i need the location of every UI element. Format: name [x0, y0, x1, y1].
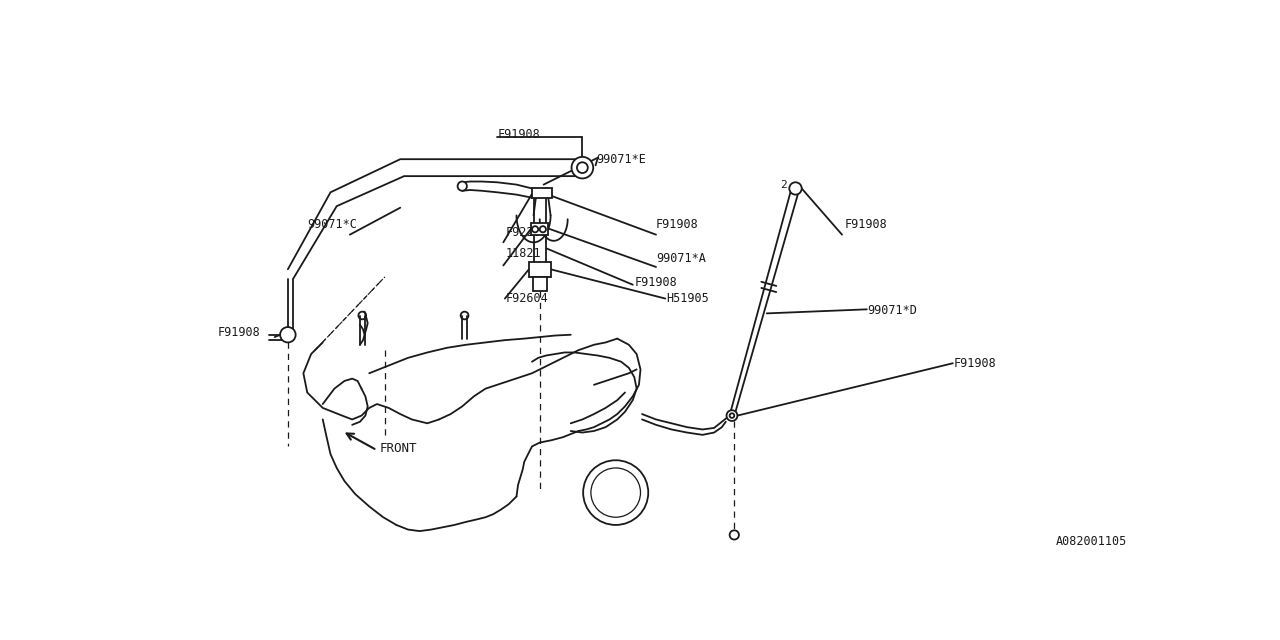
- Text: 11821: 11821: [506, 247, 541, 260]
- Text: F91908: F91908: [634, 276, 677, 289]
- Bar: [532, 188, 552, 198]
- Text: 2: 2: [780, 180, 787, 189]
- Text: F92604: F92604: [506, 292, 548, 305]
- Bar: [532, 277, 547, 291]
- Circle shape: [790, 182, 801, 195]
- Text: F92208: F92208: [506, 226, 548, 239]
- Text: 99071*C: 99071*C: [307, 218, 357, 231]
- Text: F91908: F91908: [845, 218, 887, 231]
- Text: 99071*A: 99071*A: [657, 252, 705, 265]
- Text: A082001105: A082001105: [1056, 534, 1126, 547]
- Text: F91908: F91908: [954, 357, 996, 370]
- Text: FRONT: FRONT: [379, 442, 417, 455]
- Bar: [531, 223, 548, 235]
- Text: 99071*E: 99071*E: [596, 153, 646, 166]
- Text: F91908: F91908: [657, 218, 699, 231]
- Text: F91908: F91908: [218, 326, 260, 339]
- Text: 99071*D: 99071*D: [868, 304, 918, 317]
- Circle shape: [458, 182, 467, 191]
- Circle shape: [727, 410, 737, 421]
- Circle shape: [572, 157, 593, 179]
- Bar: [529, 262, 550, 277]
- Text: F91908: F91908: [498, 129, 540, 141]
- Text: H51905: H51905: [666, 292, 709, 305]
- Circle shape: [280, 327, 296, 342]
